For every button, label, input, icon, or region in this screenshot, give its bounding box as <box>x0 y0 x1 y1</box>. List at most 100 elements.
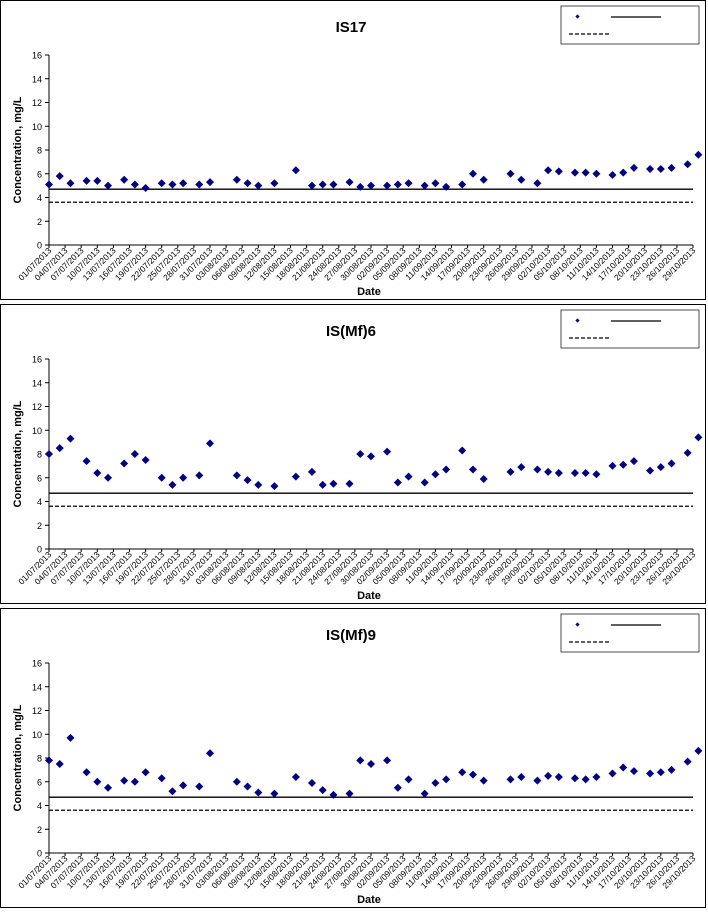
data-point <box>431 179 440 188</box>
data-point <box>82 176 91 185</box>
data-point <box>656 768 665 777</box>
data-point <box>468 770 477 779</box>
data-point <box>329 790 338 799</box>
data-point <box>608 769 617 778</box>
data-point <box>45 180 53 189</box>
y-tick-label: 8 <box>37 450 42 460</box>
chart-title: IS17 <box>336 19 367 36</box>
data-point <box>307 467 316 476</box>
data-point <box>442 775 451 784</box>
y-tick-label: 0 <box>37 241 42 251</box>
legend <box>560 613 700 653</box>
data-point <box>206 749 214 758</box>
data-point <box>683 757 692 766</box>
legend <box>560 5 700 45</box>
data-point <box>291 472 300 481</box>
data-point <box>683 160 692 169</box>
data-point <box>533 465 542 474</box>
data-point <box>130 180 139 189</box>
data-point <box>420 478 429 487</box>
data-point <box>141 455 150 464</box>
data-point <box>544 166 553 175</box>
data-point <box>393 478 402 487</box>
data-point <box>55 172 64 181</box>
chart-title: IS(Mf)6 <box>326 323 376 340</box>
data-point <box>157 774 166 783</box>
y-tick-label: 16 <box>32 355 42 365</box>
data-point <box>367 759 375 768</box>
data-point <box>82 768 91 777</box>
data-point <box>270 179 279 188</box>
chart-panel-is-mf-9: IS(Mf)9 0 2 4 6 8 10 12 14 16 01/07/2013 04/07/2013… <box>0 608 706 908</box>
data-point <box>694 150 703 159</box>
data-point <box>179 179 188 188</box>
data-point <box>629 163 638 172</box>
data-point <box>232 175 241 184</box>
y-tick-label: 16 <box>32 659 42 669</box>
y-tick-label: 6 <box>37 169 42 179</box>
y-tick-label: 16 <box>32 51 42 61</box>
data-point <box>206 178 214 187</box>
data-point <box>393 180 402 189</box>
y-axis-label: Concentration, mg/L <box>12 704 24 811</box>
data-point <box>517 175 526 184</box>
data-point <box>683 448 692 457</box>
chart-panel-is17: IS17 0 2 4 6 8 10 12 14 16 01/07/2013 04/07/2013 07/… <box>0 0 706 300</box>
data-point <box>232 777 241 786</box>
data-point <box>442 182 451 191</box>
data-point <box>383 447 392 456</box>
data-point <box>533 776 542 785</box>
y-tick-label: 10 <box>32 730 42 740</box>
y-tick-label: 4 <box>37 193 42 203</box>
data-point <box>367 452 375 461</box>
data-point <box>570 774 579 783</box>
data-point <box>243 782 252 791</box>
data-point <box>45 450 53 458</box>
y-tick-label: 14 <box>32 378 42 388</box>
data-point <box>168 180 177 189</box>
data-point <box>431 778 440 787</box>
data-point <box>383 756 392 765</box>
data-point <box>656 463 665 472</box>
data-point <box>179 781 188 790</box>
data-point <box>254 480 263 489</box>
y-tick-label: 6 <box>37 473 42 483</box>
data-point <box>619 460 628 469</box>
data-point <box>517 773 526 781</box>
data-point <box>479 175 488 184</box>
data-point <box>458 768 467 777</box>
data-point <box>533 179 542 188</box>
data-point <box>141 184 150 192</box>
data-point <box>393 783 402 792</box>
data-point <box>318 180 327 189</box>
data-point <box>270 789 279 798</box>
data-point <box>345 479 354 488</box>
x-axis-label: Date <box>357 286 381 298</box>
data-point <box>104 783 113 792</box>
data-point <box>554 469 563 477</box>
data-point <box>254 181 263 190</box>
chart-svg: IS(Mf)6024681012141601/07/201304/07/2013… <box>12 309 703 602</box>
y-tick-label: 12 <box>32 402 42 412</box>
data-point <box>404 179 413 188</box>
data-point <box>619 763 628 772</box>
y-tick-label: 14 <box>32 74 42 84</box>
data-point <box>179 473 188 482</box>
y-axis-label: Concentration, mg/L <box>12 400 24 507</box>
y-tick-label: 2 <box>37 825 42 835</box>
data-point <box>243 179 252 188</box>
data-point <box>318 480 327 489</box>
data-point <box>468 465 477 474</box>
data-point <box>291 773 300 781</box>
data-point <box>517 463 526 472</box>
legend-box <box>560 613 700 653</box>
data-point <box>367 181 375 190</box>
data-point <box>168 480 177 489</box>
y-axis-label: Concentration, mg/L <box>12 96 24 203</box>
chart-svg: IS(Mf)9024681012141601/07/201304/07/2013… <box>12 613 703 906</box>
y-tick-label: 8 <box>37 754 42 764</box>
data-point <box>130 777 139 786</box>
data-point <box>479 776 488 785</box>
chart-title: IS(Mf)9 <box>326 627 376 644</box>
data-point <box>120 459 129 468</box>
